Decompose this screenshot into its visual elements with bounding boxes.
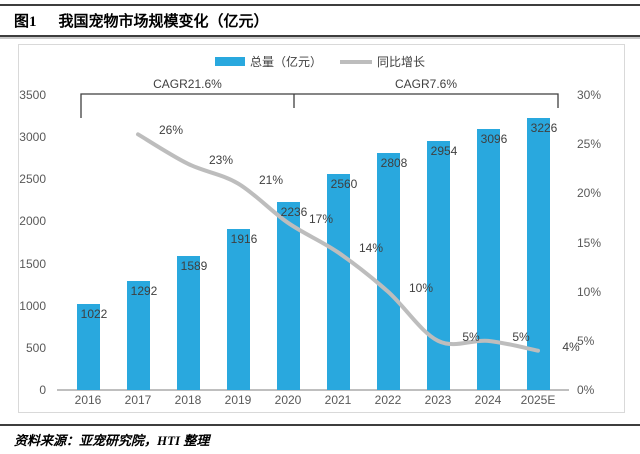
right-axis-tick-label: 30%	[577, 88, 602, 102]
x-axis-tick-label: 2019	[224, 393, 252, 407]
growth-label-2022: 10%	[408, 280, 434, 295]
growth-label-2020: 17%	[308, 211, 334, 226]
bar-2020	[277, 201, 300, 390]
x-axis-tick-label: 2020	[274, 393, 302, 407]
growth-label-2025E: 4%	[562, 339, 580, 354]
bar-2021	[327, 174, 350, 390]
legend-item-total: 总量（亿元）	[214, 53, 322, 70]
header-rule	[0, 35, 640, 37]
growth-label-2018: 23%	[208, 152, 234, 167]
growth-label-2017: 26%	[158, 123, 184, 138]
x-axis-tick-label: 2018	[174, 393, 202, 407]
bar-value-2025E: 3226	[530, 121, 558, 136]
bar-2016	[77, 303, 100, 390]
footer-rule	[0, 424, 640, 426]
bar-value-2018: 1589	[180, 259, 208, 274]
x-axis-tick-label: 2016	[74, 393, 102, 407]
figure-tag: 图1	[14, 14, 37, 30]
chart-plot-area	[18, 44, 625, 413]
legend-item-growth: 同比增长	[340, 53, 425, 70]
figure-header: 图1 我国宠物市场规模变化（亿元）	[14, 10, 269, 31]
x-axis-tick-label: 2024	[474, 393, 502, 407]
cagr-annotation-1: CAGR7.6%	[394, 77, 458, 91]
growth-label-2023: 5%	[462, 329, 480, 344]
x-axis-line	[57, 389, 569, 391]
y-axis-tick-label: 500	[25, 340, 46, 355]
cagr-annotation-0: CAGR21.6%	[153, 77, 222, 91]
y-axis-tick-label: 3500	[19, 88, 46, 102]
bar-value-2020: 2236	[280, 204, 308, 219]
right-axis-tick-label: 20%	[577, 186, 602, 201]
y-axis-tick-label: 1500	[19, 256, 46, 271]
bar-value-2019: 1916	[230, 231, 258, 246]
top-rule	[0, 4, 640, 6]
bar-2017	[127, 281, 150, 390]
right-axis-tick-label: 5%	[577, 333, 595, 348]
y-axis-tick-label: 2500	[19, 172, 46, 187]
bar-2018	[177, 256, 200, 390]
right-axis-tick-label: 15%	[577, 235, 602, 250]
bar-value-2017: 1292	[130, 284, 158, 299]
growth-label-2024: 5%	[512, 329, 530, 344]
bar-value-2024: 3096	[480, 132, 508, 147]
x-axis-tick-label: 2025E	[520, 393, 556, 407]
bar-2019	[227, 228, 250, 390]
y-axis-tick-label: 3000	[19, 130, 46, 145]
bar-value-2023: 2954	[430, 144, 458, 159]
bar-2024	[477, 129, 500, 390]
right-axis-tick-label: 10%	[577, 284, 602, 299]
bar-value-2016: 1022	[80, 306, 108, 321]
y-axis-tick-label: 0	[39, 383, 46, 397]
right-axis-tick-label: 25%	[577, 137, 602, 152]
growth-line	[136, 132, 540, 353]
x-axis-tick-label: 2017	[124, 393, 152, 407]
bar-value-2021: 2560	[330, 177, 358, 192]
x-axis-tick-label: 2022	[374, 393, 402, 407]
bar-2022	[377, 153, 400, 390]
line-swatch-icon	[340, 59, 372, 64]
x-axis-tick-label: 2023	[424, 393, 452, 407]
legend-label-growth: 同比增长	[377, 55, 426, 69]
right-axis-tick-label: 0%	[577, 383, 595, 397]
growth-label-2021: 14%	[358, 241, 384, 256]
bar-2023	[427, 141, 450, 390]
bar-value-2022: 2808	[380, 156, 408, 171]
figure-title: 我国宠物市场规模变化（亿元）	[58, 14, 269, 30]
y-axis-tick-label: 2000	[19, 214, 46, 229]
y-axis-tick-label: 1000	[19, 298, 46, 313]
source-line: 资料来源：亚宠研究院，HTI 整理	[14, 433, 210, 448]
bar-swatch-icon	[214, 57, 245, 66]
bar-2025E	[527, 118, 550, 390]
x-axis-tick-label: 2021	[324, 393, 352, 407]
legend: 总量（亿元） 同比增长	[0, 53, 640, 70]
legend-label-total: 总量（亿元）	[249, 55, 322, 69]
cagr-bracket	[80, 93, 559, 118]
growth-label-2019: 21%	[258, 172, 284, 187]
